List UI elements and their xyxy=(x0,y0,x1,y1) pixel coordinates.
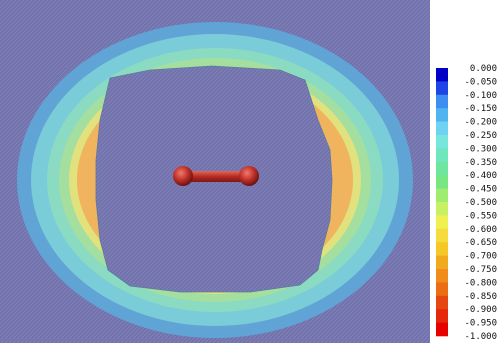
colorbar-tick-label: -0.300 xyxy=(464,144,497,154)
colorbar-tick-label: -0.450 xyxy=(464,185,497,195)
colorbar-tick-label: -0.650 xyxy=(464,238,497,248)
colorbar-swatch xyxy=(436,175,448,189)
colorbar-swatch xyxy=(436,188,448,203)
colorbar-tick-label: -0.250 xyxy=(464,131,497,141)
colorbar-swatch xyxy=(436,148,448,163)
colorbar-swatch xyxy=(436,215,448,230)
colorbar-swatch xyxy=(436,228,448,243)
colorbar-tick-label: -0.200 xyxy=(464,118,497,128)
colorbar-swatch xyxy=(436,94,448,109)
colorbar-swatch xyxy=(436,322,448,337)
colorbar-swatch xyxy=(436,161,448,176)
colorbar-tick-label: -1.000 xyxy=(464,332,497,342)
colorbar-tick-label: -0.400 xyxy=(464,171,497,181)
colorbar-swatch xyxy=(436,269,448,283)
molecule xyxy=(173,166,259,186)
colorbar-swatch xyxy=(436,255,448,270)
colorbar-swatch xyxy=(436,121,448,136)
atom-left xyxy=(173,166,193,186)
colorbar-tick-label: -0.050 xyxy=(464,77,497,87)
atom-right xyxy=(239,166,259,186)
colorbar-tick-label: -0.750 xyxy=(464,265,497,275)
colorbar-tick-label: -0.600 xyxy=(464,225,497,235)
colorbar-tick-label: -0.350 xyxy=(464,158,497,168)
colorbar-swatches xyxy=(436,68,448,337)
colorbar-tick-label: -0.700 xyxy=(464,252,497,262)
colorbar-tick-label: -0.500 xyxy=(464,198,497,208)
colorbar-tick-label: -0.850 xyxy=(464,292,497,302)
bond xyxy=(184,171,250,182)
colorbar-swatch xyxy=(436,309,448,323)
colorbar-tick-label: -0.900 xyxy=(464,305,497,315)
colorbar-ticks: 0.000 -0.050 -0.100 -0.150 -0.200 -0.250 -0.30… xyxy=(464,64,497,342)
colorbar-swatch xyxy=(436,242,448,256)
colorbar-swatch xyxy=(436,81,448,96)
colorbar-tick-label: -0.800 xyxy=(464,278,497,288)
colorbar-swatch xyxy=(436,135,448,149)
colorbar-swatch xyxy=(436,202,448,216)
colorbar-swatch xyxy=(436,108,448,122)
colorbar-tick-label: -0.150 xyxy=(464,104,497,114)
colorbar-swatch xyxy=(436,295,448,310)
colorbar-tick-label: 0.000 xyxy=(470,64,497,74)
colorbar-tick-label: -0.550 xyxy=(464,211,497,221)
colorbar-tick-label: -0.100 xyxy=(464,91,497,101)
colorbar-tick-label: -0.950 xyxy=(464,319,497,329)
colorbar-swatch xyxy=(436,282,448,297)
colorbar-swatch xyxy=(436,68,448,82)
